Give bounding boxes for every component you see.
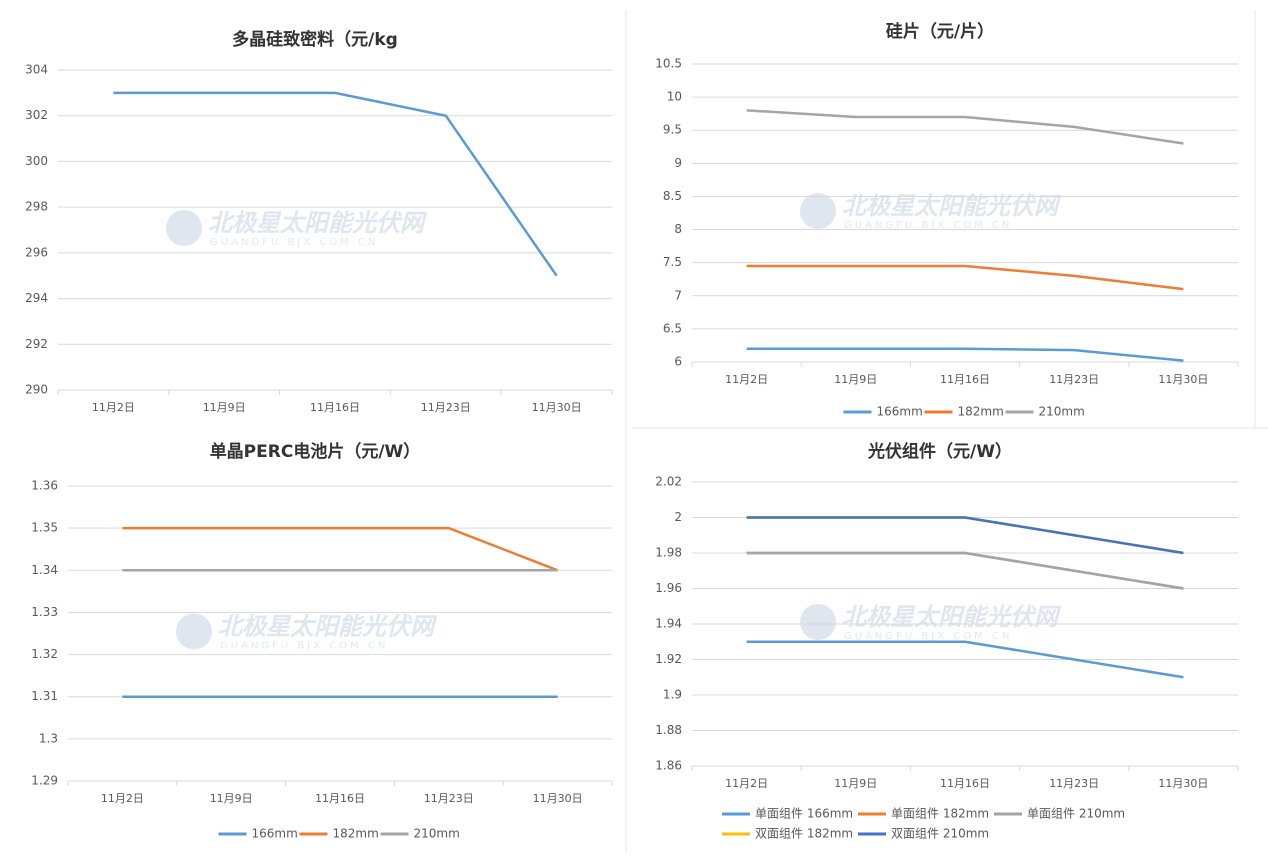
y-tick-label: 290 <box>25 383 48 397</box>
series-line <box>746 551 1184 590</box>
y-tick-label: 8.5 <box>663 189 682 203</box>
series-line <box>113 91 558 277</box>
chart-title: 单晶PERC电池片（元/W） <box>210 441 421 462</box>
y-tick-label: 1.94 <box>655 617 682 631</box>
legend-label: 双面组件 210mm <box>891 827 989 841</box>
series-line <box>746 109 1184 145</box>
watermark-logo <box>800 193 836 229</box>
y-tick-label: 7.5 <box>663 255 682 269</box>
watermark-sub: GUANGFU.BJX.COM.CN <box>210 237 378 248</box>
series-line <box>746 516 1184 555</box>
chart-title: 光伏组件（元/W） <box>867 441 1012 462</box>
y-tick-label: 2 <box>674 510 682 524</box>
series-line <box>746 264 1184 291</box>
x-tick-label: 11月16日 <box>310 401 360 414</box>
x-tick-label: 11月16日 <box>315 792 365 805</box>
x-tick-label: 11月30日 <box>1158 373 1208 386</box>
series-line <box>746 347 1184 362</box>
legend-label: 210mm <box>1039 405 1085 419</box>
y-tick-label: 304 <box>25 63 48 77</box>
watermark-sub: GUANGFU.BJX.COM.CN <box>220 641 388 652</box>
y-tick-label: 1.31 <box>31 689 58 703</box>
series-line <box>746 640 1184 679</box>
y-tick-label: 1.92 <box>655 652 682 666</box>
y-tick-label: 8 <box>674 222 682 236</box>
x-tick-label: 11月2日 <box>725 373 768 386</box>
legend-label: 双面组件 182mm <box>755 827 853 841</box>
y-tick-label: 1.98 <box>655 546 682 560</box>
x-tick-label: 11月2日 <box>101 792 144 805</box>
y-tick-label: 1.86 <box>655 759 682 773</box>
y-tick-label: 300 <box>25 154 48 168</box>
x-tick-label: 11月23日 <box>1049 373 1099 386</box>
x-tick-label: 11月2日 <box>725 777 768 790</box>
y-tick-label: 6 <box>674 355 682 369</box>
legend-label: 166mm <box>252 827 298 841</box>
y-tick-label: 1.88 <box>655 723 682 737</box>
y-tick-label: 9 <box>674 156 682 170</box>
legend-label: 210mm <box>414 827 460 841</box>
y-tick-label: 298 <box>25 200 48 214</box>
y-tick-label: 1.32 <box>31 647 58 661</box>
chart-title: 多晶硅致密料（元/kg <box>232 29 398 50</box>
legend-label: 单面组件 166mm <box>755 807 853 821</box>
x-tick-label: 11月30日 <box>532 401 582 414</box>
x-tick-label: 11月9日 <box>834 373 877 386</box>
x-tick-label: 11月23日 <box>424 792 474 805</box>
x-tick-label: 11月16日 <box>940 777 990 790</box>
y-tick-label: 1.29 <box>31 774 58 788</box>
y-tick-label: 294 <box>25 291 48 305</box>
legend-label: 182mm <box>333 827 379 841</box>
x-tick-label: 11月23日 <box>1049 777 1099 790</box>
y-tick-label: 296 <box>25 245 48 259</box>
legend-label: 182mm <box>958 405 1004 419</box>
y-tick-label: 1.96 <box>655 581 682 595</box>
x-tick-label: 11月9日 <box>834 777 877 790</box>
x-tick-label: 11月9日 <box>203 401 246 414</box>
x-tick-label: 11月30日 <box>1158 777 1208 790</box>
x-tick-label: 11月9日 <box>210 792 253 805</box>
watermark: 北极星太阳能光伏网 <box>208 209 428 237</box>
watermark: 北极星太阳能光伏网 <box>218 613 438 641</box>
x-tick-label: 11月2日 <box>92 401 135 414</box>
y-tick-label: 1.9 <box>663 688 682 702</box>
legend-label: 166mm <box>877 405 923 419</box>
y-tick-label: 1.36 <box>31 479 58 493</box>
y-tick-label: 1.3 <box>39 731 58 745</box>
y-tick-label: 1.35 <box>31 521 58 535</box>
legend-label: 单面组件 182mm <box>891 807 989 821</box>
y-tick-label: 292 <box>25 337 48 351</box>
y-tick-label: 10 <box>667 90 682 104</box>
x-tick-label: 11月23日 <box>421 401 471 414</box>
watermark-logo <box>800 604 836 640</box>
chart-title: 硅片（元/片） <box>886 21 994 42</box>
y-tick-label: 7 <box>674 288 682 302</box>
watermark-sub: GUANGFU.BJX.COM.CN <box>844 631 1012 642</box>
watermark-logo <box>166 210 202 246</box>
y-tick-label: 9.5 <box>663 123 682 137</box>
y-tick-label: 1.33 <box>31 605 58 619</box>
y-tick-label: 2.02 <box>655 475 682 489</box>
x-tick-label: 11月16日 <box>940 373 990 386</box>
y-tick-label: 6.5 <box>663 321 682 335</box>
legend-label: 单面组件 210mm <box>1027 807 1125 821</box>
watermark: 北极星太阳能光伏网 <box>842 603 1062 631</box>
y-tick-label: 1.34 <box>31 563 58 577</box>
watermark-sub: GUANGFU.BJX.COM.CN <box>844 220 1012 231</box>
series-line <box>122 526 559 572</box>
y-tick-label: 10.5 <box>655 57 682 71</box>
watermark-logo <box>176 613 212 650</box>
x-tick-label: 11月30日 <box>533 792 583 805</box>
y-tick-label: 302 <box>25 108 48 122</box>
